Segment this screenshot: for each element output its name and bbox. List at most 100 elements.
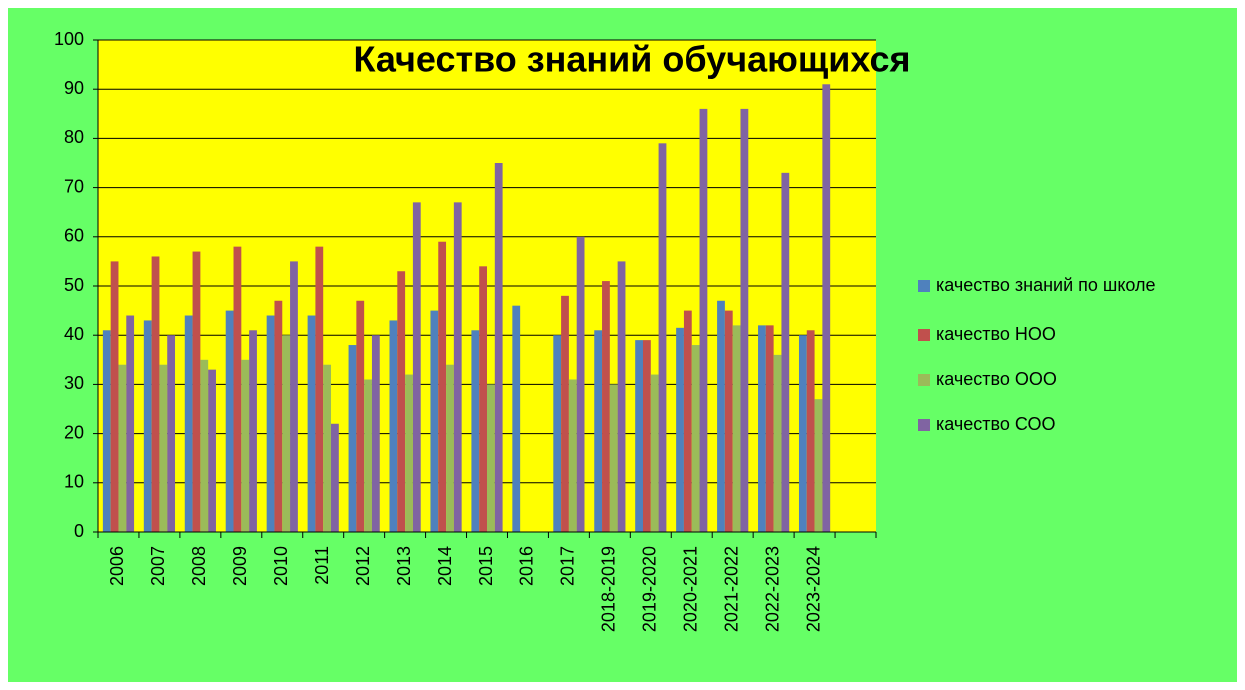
bar	[568, 379, 577, 532]
y-tick-label: 30	[64, 373, 84, 393]
bar	[389, 320, 398, 532]
y-tick-label: 60	[64, 226, 84, 246]
bar	[814, 399, 823, 532]
bar	[118, 364, 127, 532]
bar	[453, 202, 462, 533]
bar	[412, 202, 421, 533]
bar	[773, 354, 782, 532]
bar	[200, 359, 209, 532]
bar	[225, 310, 234, 532]
x-tick-label: 2018-2019	[599, 546, 619, 632]
bar	[594, 330, 603, 532]
bar	[658, 143, 667, 532]
bar	[717, 300, 725, 532]
x-tick-label: 2009	[230, 546, 250, 586]
bar	[126, 315, 135, 532]
bar	[102, 330, 111, 532]
x-tick-label: 2022-2023	[762, 546, 782, 632]
bar	[430, 310, 439, 532]
bar	[331, 423, 339, 532]
x-tick-label: 2013	[394, 546, 414, 586]
bar	[192, 251, 201, 532]
x-tick-label: 2021-2022	[721, 546, 741, 632]
bar	[699, 108, 708, 532]
y-tick-label: 100	[54, 29, 84, 49]
bar	[266, 315, 275, 532]
bar	[274, 300, 283, 532]
bar	[691, 345, 700, 532]
bar	[602, 281, 610, 532]
bar	[806, 330, 815, 532]
bar	[642, 340, 651, 532]
bar	[609, 384, 618, 532]
x-tick-label: 2016	[517, 546, 537, 586]
x-tick-label: 2019-2020	[640, 546, 660, 632]
x-tick-label: 2014	[435, 546, 455, 586]
y-tick-label: 20	[64, 422, 84, 442]
bar	[241, 359, 250, 532]
bar	[143, 320, 152, 532]
y-tick-label: 70	[64, 176, 84, 196]
bar	[683, 310, 692, 532]
bar	[167, 335, 176, 532]
bar	[479, 266, 487, 532]
bar	[110, 261, 119, 532]
y-tick-label: 50	[64, 275, 84, 295]
bar	[290, 261, 298, 532]
legend-swatch	[918, 374, 930, 386]
bar	[397, 271, 406, 532]
bar	[798, 335, 807, 532]
legend-label: качество СОО	[936, 414, 1056, 434]
x-tick-label: 2011	[312, 546, 332, 585]
legend-swatch	[918, 280, 930, 292]
legend-label: качество НОО	[936, 324, 1056, 344]
bar	[438, 241, 447, 532]
bar	[512, 305, 521, 532]
x-tick-label: 2015	[476, 546, 496, 586]
bar	[724, 310, 733, 532]
bar	[650, 374, 659, 532]
y-tick-label: 40	[64, 324, 84, 344]
bar	[487, 384, 495, 532]
bar	[348, 345, 357, 532]
bar	[635, 340, 643, 532]
x-tick-label: 2017	[558, 546, 578, 586]
bar	[765, 325, 774, 532]
x-tick-label: 2020-2021	[680, 546, 700, 632]
bar	[405, 374, 413, 532]
y-tick-label: 90	[64, 78, 84, 98]
x-tick-label: 2006	[107, 546, 127, 586]
bar	[364, 379, 372, 532]
x-tick-label: 2012	[353, 546, 373, 586]
bar	[740, 108, 749, 532]
x-tick-label: 2007	[148, 546, 168, 586]
bar	[323, 364, 332, 532]
bar	[356, 300, 365, 532]
x-tick-label: 2010	[271, 546, 291, 586]
bar	[576, 236, 585, 533]
bar	[249, 330, 257, 532]
bar	[758, 325, 766, 532]
bar	[315, 246, 324, 532]
y-tick-label: 80	[64, 127, 84, 147]
bar	[822, 84, 831, 532]
bar	[471, 330, 480, 532]
bar	[553, 335, 562, 532]
bar	[732, 325, 741, 532]
y-tick-label: 0	[74, 521, 84, 541]
bar	[446, 364, 454, 532]
bar	[676, 327, 684, 532]
bar	[781, 172, 790, 532]
bar	[159, 364, 168, 532]
bar	[561, 295, 569, 532]
bar	[184, 315, 193, 532]
bar	[494, 163, 503, 532]
bar	[371, 335, 380, 532]
x-tick-label: 2023-2024	[803, 546, 823, 632]
y-tick-label: 10	[64, 472, 84, 492]
bar	[282, 335, 291, 532]
legend-label: качество знаний по школе	[936, 275, 1156, 295]
legend-label: качество ООО	[936, 369, 1057, 389]
bar	[151, 256, 160, 532]
legend-swatch	[918, 329, 930, 341]
